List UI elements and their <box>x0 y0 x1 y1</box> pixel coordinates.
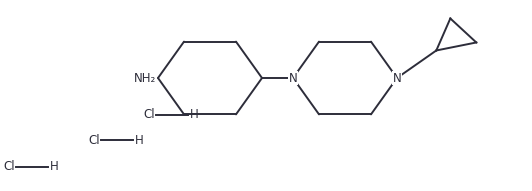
Text: N: N <box>289 71 297 84</box>
Text: H: H <box>50 160 59 173</box>
Text: Cl: Cl <box>3 160 15 173</box>
Text: H: H <box>135 134 144 146</box>
Text: NH₂: NH₂ <box>134 71 156 84</box>
Text: H: H <box>190 108 199 121</box>
Text: Cl: Cl <box>88 134 100 146</box>
Text: Cl: Cl <box>144 108 155 121</box>
Text: N: N <box>393 71 401 84</box>
